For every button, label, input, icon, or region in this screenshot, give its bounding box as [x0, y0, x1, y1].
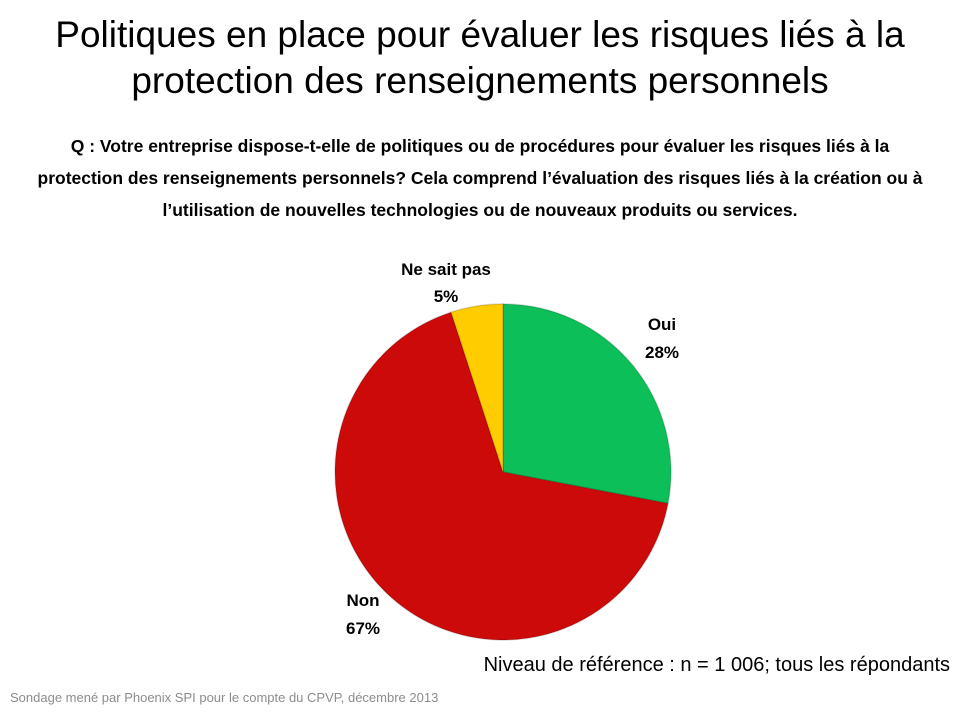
base-note: Niveau de référence : n = 1 006; tous le…: [483, 654, 950, 676]
label-nsp-name: Ne sait pas: [401, 260, 491, 279]
label-non-value: 67%: [346, 619, 380, 638]
chart-title: Politiques en place pour évaluer les ris…: [55, 14, 905, 101]
survey-question: Q : Votre entreprise dispose-t-elle de p…: [37, 136, 923, 220]
pie-slice-non: [334, 311, 669, 641]
label-oui-value: 28%: [645, 343, 679, 362]
pie-slice-ne-sait-pas: [450, 303, 504, 473]
label-nsp-value: 5%: [434, 287, 459, 306]
label-oui-name: Oui: [648, 315, 676, 334]
pie-slice-oui: [502, 303, 672, 505]
label-non-name: Non: [346, 591, 379, 610]
source-note: Sondage mené par Phoenix SPI pour le com…: [10, 690, 439, 705]
